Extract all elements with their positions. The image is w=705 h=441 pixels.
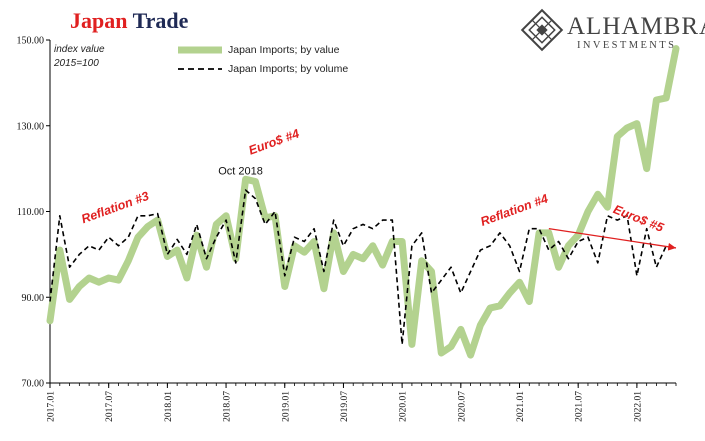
brand-sub: INVESTMENTS [577,40,677,51]
legend-item-volume: Japan Imports; by volume [178,59,348,78]
trend-arrow [548,228,677,251]
x-tick-label: 2021.01 [516,391,526,422]
legend: Japan Imports; by value Japan Imports; b… [178,40,348,78]
annotation-label: Oct 2018 [218,166,263,178]
annotation-label: Euro$ #4 [247,126,301,157]
series-line-volume [49,189,667,346]
x-tick-label: 2022.01 [633,391,643,422]
y-tick-label: 110.00 [17,207,44,218]
series-line-value [46,45,680,359]
y-tick-label: 70.00 [22,379,45,390]
x-tick-label: 2020.01 [399,391,409,422]
annotation-label: Reflation #3 [79,189,150,226]
x-tick-label: 2019.07 [340,391,350,422]
x-tick-label: 2018.01 [164,391,174,422]
annotation-label: Reflation #4 [479,191,550,228]
x-tick-label: 2021.07 [575,391,585,422]
y-tick-label: 150.00 [17,36,45,47]
legend-swatch-volume [178,67,222,70]
alhambra-logo-icon [520,8,564,52]
x-tick-label: 2020.07 [457,391,467,422]
x-tick-label: 2017.07 [105,391,115,422]
legend-item-value: Japan Imports; by value [178,40,348,59]
brand-block: ALHAMBRA INVESTMENTS [567,14,705,52]
y-tick-label: 130.00 [17,121,45,132]
legend-swatch-value [178,46,222,53]
title-trade: Trade [132,8,189,33]
y-tick-label: 90.00 [22,293,45,304]
y-axis-label-line1: index value [54,44,105,55]
brand-name: ALHAMBRA [567,13,705,40]
y-axis-label-line2: 2015=100 [54,58,99,69]
x-tick-label: 2019.01 [281,391,291,422]
legend-label-volume: Japan Imports; by volume [228,62,349,75]
legend-label-value: Japan Imports; by value [228,43,340,56]
title-japan: Japan [70,8,128,33]
x-tick-label: 2018.07 [223,391,233,422]
chart-title: Japan Trade [70,8,188,34]
x-tick-label: 2017.01 [47,391,57,422]
